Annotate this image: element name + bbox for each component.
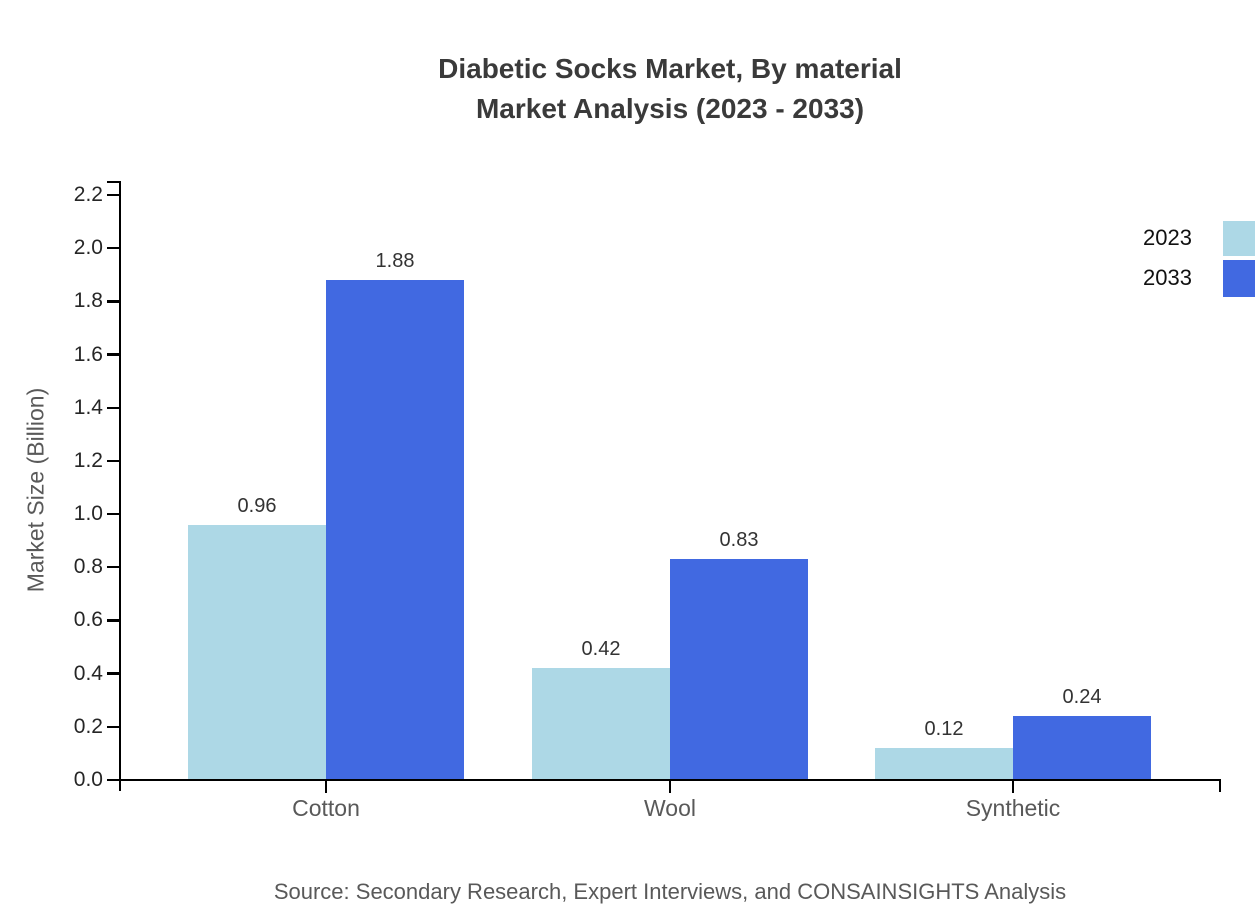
bar-2033-wool — [670, 559, 808, 780]
value-label-2033-cotton: 1.88 — [375, 250, 415, 273]
y-tick-2.2 — [107, 193, 120, 197]
y-tick-label-2.2: 2.2 — [73, 183, 103, 206]
x-tick-wool — [668, 781, 672, 793]
y-tick-0.0 — [107, 778, 120, 782]
value-label-2023-wool: 0.42 — [581, 638, 621, 661]
x-axis-endcap — [1218, 780, 1222, 792]
y-tick-label-0.6: 0.6 — [73, 608, 103, 632]
y-tick-1.0 — [107, 512, 120, 516]
y-tick-label-0.8: 0.8 — [73, 555, 103, 579]
y-tick-1.2 — [107, 459, 120, 463]
y-tick-label-1.6: 1.6 — [73, 342, 103, 366]
y-tick-label-2.0: 2.0 — [73, 236, 103, 260]
x-category-label-synthetic: Synthetic — [965, 795, 1061, 821]
y-tick-label-0.0: 0.0 — [73, 768, 103, 791]
y-tick-2.0 — [107, 246, 120, 250]
x-tick-synthetic — [1011, 781, 1015, 793]
value-label-2033-wool: 0.83 — [719, 529, 759, 552]
y-tick-label-1.2: 1.2 — [73, 448, 103, 472]
y-tick-0.4 — [107, 672, 120, 675]
y-axis-endcap — [107, 181, 120, 184]
y-tick-label-0.2: 0.2 — [73, 714, 103, 738]
x-category-label-cotton: Cotton — [292, 795, 360, 821]
x-category-label-wool: Wool — [644, 795, 696, 821]
y-tick-0.2 — [107, 725, 120, 728]
legend-label-2023: 2023 — [1143, 225, 1192, 250]
source-attribution: Source: Secondary Research, Expert Inter… — [273, 879, 1067, 904]
legend-swatch-2023 — [1223, 221, 1255, 256]
y-tick-label-1.8: 1.8 — [73, 289, 103, 313]
value-label-2023-cotton: 0.96 — [237, 494, 277, 517]
y-tick-1.6 — [107, 353, 120, 356]
value-label-2033-synthetic: 0.24 — [1062, 686, 1102, 709]
y-tick-label-1.0: 1.0 — [73, 502, 103, 526]
bar-2033-synthetic — [1013, 716, 1151, 780]
value-label-2023-synthetic: 0.12 — [924, 718, 964, 741]
y-tick-label-0.4: 0.4 — [73, 661, 103, 685]
y-tick-label-1.4: 1.4 — [73, 395, 103, 419]
legend-label-2033: 2033 — [1143, 265, 1192, 290]
bar-2023-synthetic — [875, 748, 1013, 780]
y-tick-1.4 — [107, 406, 120, 409]
x-tick-cotton — [324, 781, 328, 793]
bar-2023-cotton — [188, 524, 326, 780]
y-tick-0.6 — [107, 619, 120, 622]
chart-title-line-1: Diabetic Socks Market, By material — [438, 53, 902, 84]
bar-2023-wool — [532, 668, 670, 780]
legend-swatch-2033 — [1223, 260, 1255, 297]
bar-2033-cotton — [326, 280, 464, 780]
x-axis-line — [118, 778, 1221, 782]
y-tick-0.8 — [107, 566, 120, 569]
chart-title-line-2: Market Analysis (2023 - 2033) — [475, 93, 865, 124]
y-tick-1.8 — [107, 300, 120, 303]
y-axis-line — [118, 181, 122, 791]
